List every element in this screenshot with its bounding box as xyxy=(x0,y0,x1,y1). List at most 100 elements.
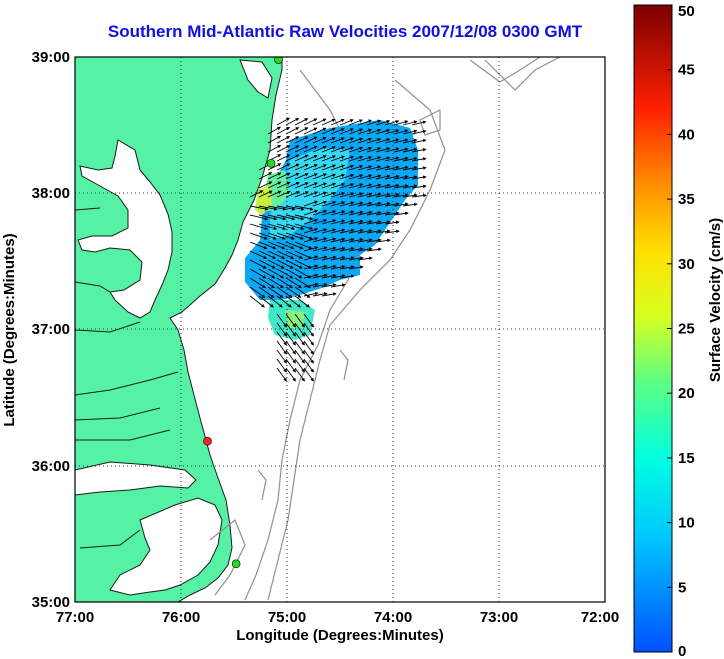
velocity-arrow xyxy=(267,286,284,298)
velocity-arrow xyxy=(402,129,418,135)
velocity-arrow xyxy=(411,184,427,189)
velocity-arrow xyxy=(330,246,346,252)
velocity-arrow xyxy=(312,219,328,225)
velocity-arrow xyxy=(249,277,266,289)
y-tick-label: 36:00 xyxy=(32,458,70,475)
velocity-arrow xyxy=(267,214,287,221)
velocity-arrow xyxy=(348,183,364,189)
velocity-arrow xyxy=(411,129,427,135)
velocity-arrow xyxy=(339,146,355,153)
velocity-arrow xyxy=(393,193,409,198)
velocity-arrow xyxy=(393,184,409,189)
velocity-arrow xyxy=(267,135,282,144)
velocity-arrow xyxy=(249,286,266,298)
velocity-arrow xyxy=(285,340,296,355)
velocity-arrow xyxy=(312,292,328,297)
velocity-arrow xyxy=(402,120,418,126)
velocity-arrow xyxy=(321,246,337,252)
velocity-arrow xyxy=(330,182,346,189)
velocity-arrow xyxy=(276,214,296,221)
velocity-arrow xyxy=(312,246,328,252)
velocity-arrow xyxy=(285,172,300,180)
velocity-arrow xyxy=(276,367,287,382)
velocity-arrow xyxy=(321,146,336,153)
velocity-arrow xyxy=(294,322,305,337)
velocity-arrow xyxy=(294,241,313,250)
velocity-arrow xyxy=(312,264,328,270)
velocity-arrow xyxy=(411,138,427,144)
velocity-arrow xyxy=(375,174,391,180)
velocity-arrow xyxy=(348,128,364,135)
y-tick-label: 35:00 xyxy=(32,594,70,611)
velocity-arrow xyxy=(276,190,291,198)
velocity-arrow xyxy=(348,219,364,225)
velocity-arrow xyxy=(258,286,275,298)
colorbar xyxy=(633,4,673,653)
x-tick-label: 75:00 xyxy=(268,609,306,626)
velocity-arrow xyxy=(375,211,391,216)
velocity-arrow xyxy=(375,183,391,189)
velocity-arrow xyxy=(330,137,345,144)
velocity-arrow xyxy=(276,259,294,269)
velocity-arrow xyxy=(375,165,391,171)
velocity-arrow xyxy=(258,232,277,240)
velocity-arrow xyxy=(276,126,291,135)
velocity-arrow xyxy=(339,237,355,243)
velocity-arrow xyxy=(366,174,382,180)
velocity-arrow xyxy=(276,295,292,308)
albemarle-sound xyxy=(75,461,197,496)
velocity-arrow xyxy=(303,349,314,364)
velocity-arrow xyxy=(294,118,309,126)
velocity-arrows xyxy=(249,117,427,382)
velocity-arrow xyxy=(330,128,345,135)
velocity-arrow xyxy=(267,232,286,240)
velocity-arrow xyxy=(276,241,295,250)
velocity-arrow xyxy=(393,129,409,135)
velocity-arrow xyxy=(294,349,305,364)
velocity-arrow xyxy=(249,205,269,211)
velocity-arrow xyxy=(348,137,364,144)
velocity-arrow xyxy=(303,118,318,126)
velocity-arrow xyxy=(249,214,269,221)
velocity-arrow xyxy=(312,255,328,261)
station-1 xyxy=(274,57,283,65)
colorbar-tick-label: 20 xyxy=(678,385,695,402)
velocity-arrow xyxy=(303,331,314,346)
colorbar-tick-label: 40 xyxy=(678,126,695,143)
velocity-arrow xyxy=(276,322,287,337)
colorbar-tick-label: 30 xyxy=(678,256,695,273)
velocity-arrow xyxy=(285,181,300,189)
x-tick-label: 73:00 xyxy=(480,609,518,626)
velocity-arrow xyxy=(276,205,296,211)
velocity-arrow xyxy=(258,190,273,198)
velocity-arrow xyxy=(267,268,285,279)
velocity-arrow xyxy=(375,238,391,243)
velocity-arrow xyxy=(294,367,305,382)
velocity-arrow xyxy=(357,146,373,153)
velocity-arrow xyxy=(285,277,302,289)
velocity-arrow xyxy=(330,173,346,180)
velocity-arrow xyxy=(339,155,355,162)
velocity-arrow xyxy=(258,268,276,279)
velocity-arrow xyxy=(258,277,275,289)
velocity-arrow xyxy=(303,367,314,382)
velocity-arrow xyxy=(384,229,400,234)
x-tick-label: 76:00 xyxy=(162,609,200,626)
velocity-arrow xyxy=(303,209,319,216)
velocity-arrow xyxy=(348,247,364,252)
velocity-arrow xyxy=(303,154,318,162)
velocity-arrow xyxy=(348,155,364,162)
velocity-arrow xyxy=(285,232,304,240)
velocity-arrow xyxy=(249,241,268,250)
velocity-arrow xyxy=(393,147,409,153)
velocity-arrow xyxy=(330,146,345,153)
station-markers xyxy=(203,57,283,569)
velocity-arrow xyxy=(303,127,318,135)
velocity-arrow xyxy=(285,163,300,171)
velocity-arrow xyxy=(294,145,309,153)
velocity-arrow xyxy=(294,136,309,144)
river-lines xyxy=(75,207,179,549)
velocity-arrow xyxy=(312,200,328,207)
